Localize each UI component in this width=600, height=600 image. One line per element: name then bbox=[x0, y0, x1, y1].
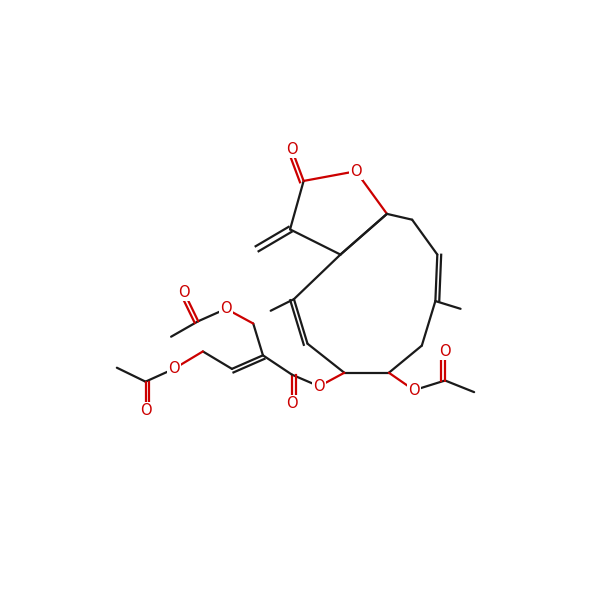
Text: O: O bbox=[168, 361, 179, 376]
Text: O: O bbox=[220, 301, 232, 316]
Text: O: O bbox=[140, 403, 151, 418]
Text: O: O bbox=[313, 379, 325, 394]
Text: O: O bbox=[286, 396, 298, 411]
Text: O: O bbox=[350, 164, 362, 179]
Text: O: O bbox=[408, 383, 420, 398]
Text: O: O bbox=[439, 344, 451, 359]
Text: O: O bbox=[178, 285, 190, 300]
Text: O: O bbox=[286, 142, 298, 157]
